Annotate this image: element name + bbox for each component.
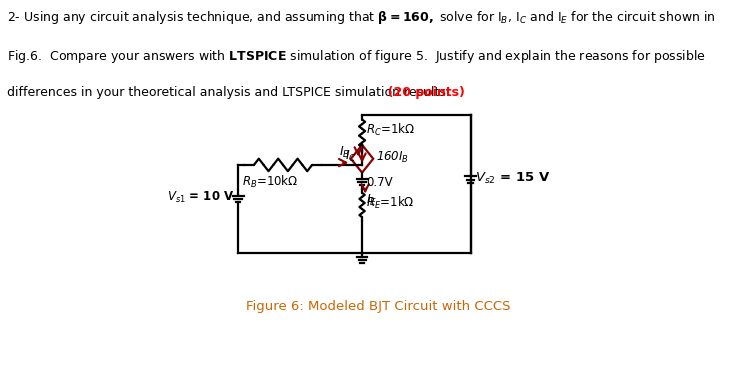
Text: $R_B$=10k$\Omega$: $R_B$=10k$\Omega$: [242, 173, 299, 189]
Text: 160$I_B$: 160$I_B$: [376, 150, 409, 165]
Text: Figure 6: Modeled BJT Circuit with CCCS: Figure 6: Modeled BJT Circuit with CCCS: [247, 300, 511, 313]
Text: 0.7V: 0.7V: [366, 176, 392, 189]
Text: differences in your theoretical analysis and LTSPICE simulation results.: differences in your theoretical analysis…: [7, 86, 458, 99]
Text: $V_{s2}$ = 15 V: $V_{s2}$ = 15 V: [475, 170, 551, 186]
Text: $R_E$=1k$\Omega$: $R_E$=1k$\Omega$: [366, 195, 415, 211]
Text: $I_E$: $I_E$: [366, 193, 377, 208]
Text: $I_B$: $I_B$: [339, 145, 350, 160]
Text: (20 points): (20 points): [7, 86, 466, 99]
Text: $R_C$=1k$\Omega$: $R_C$=1k$\Omega$: [366, 122, 415, 138]
Text: $I_C$: $I_C$: [345, 149, 357, 164]
Text: $V_{s1}$ = 10 V: $V_{s1}$ = 10 V: [167, 190, 234, 205]
Text: Fig.6.  Compare your answers with $\mathbf{LTSPICE}$ simulation of figure 5.  Ju: Fig.6. Compare your answers with $\mathb…: [7, 48, 706, 65]
Text: 2- Using any circuit analysis technique, and assuming that $\mathbf{\beta = 160,: 2- Using any circuit analysis technique,…: [7, 9, 716, 26]
